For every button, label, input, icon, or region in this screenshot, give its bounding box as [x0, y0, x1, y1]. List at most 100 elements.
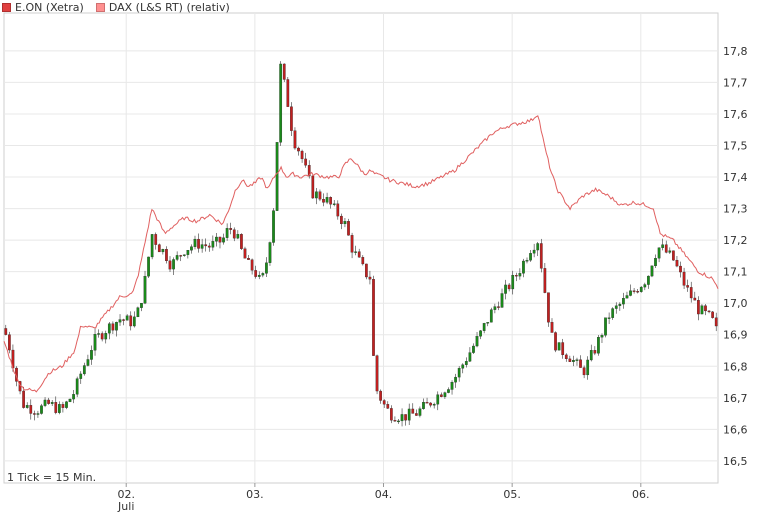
- candle-body: [304, 158, 308, 166]
- candle-body: [286, 79, 290, 107]
- candle-body: [100, 333, 104, 340]
- candle-body: [36, 413, 40, 415]
- candle-body: [507, 284, 511, 290]
- candle-body: [207, 245, 211, 248]
- candle-body: [197, 238, 200, 249]
- candle-body: [257, 274, 261, 277]
- candle-body: [589, 350, 593, 361]
- candle-body: [686, 285, 690, 288]
- candle-body: [343, 221, 347, 225]
- candle-body: [282, 63, 286, 80]
- x-tick-label: 03.: [246, 488, 264, 501]
- legend-swatch-eon: [2, 2, 11, 12]
- candle-body: [229, 228, 233, 230]
- y-tick-label: 17,6: [723, 108, 748, 121]
- candle-body: [639, 286, 643, 292]
- candle-body: [293, 130, 297, 149]
- candle-body: [568, 358, 572, 362]
- x-tick-sublabel: Juli: [117, 500, 134, 513]
- y-tick-label: 17,5: [723, 139, 748, 152]
- candle-body: [240, 234, 243, 249]
- y-tick-label: 17,0: [723, 297, 748, 310]
- y-tick-label: 16,5: [723, 455, 748, 468]
- candle-body: [104, 333, 108, 340]
- candle-body: [543, 268, 547, 293]
- candle-body: [379, 390, 382, 401]
- candle-body: [547, 292, 550, 323]
- candle-body: [22, 390, 25, 408]
- candle-body: [439, 394, 443, 397]
- candle-body: [136, 307, 140, 318]
- y-axis: 16,5 16,6 16,7 16,8 16,9 17,0 17,1 17,2 17,3 17,4…: [723, 45, 748, 468]
- candle-body: [647, 275, 650, 285]
- candle-body: [411, 408, 415, 414]
- candle-body: [115, 322, 118, 331]
- candle-body: [168, 260, 172, 270]
- candle-body: [29, 405, 33, 414]
- candle-body: [618, 303, 622, 306]
- candle-body: [611, 308, 615, 318]
- candle-body: [643, 284, 647, 288]
- candle-body: [672, 250, 675, 261]
- legend-item-dax[interactable]: DAX (L&S RT) (relativ): [95, 1, 230, 14]
- candle-body: [472, 345, 475, 353]
- candle-body: [261, 273, 265, 276]
- candle-body: [679, 265, 682, 273]
- candle-body: [75, 378, 79, 395]
- candle-body: [225, 228, 229, 238]
- candle-body: [40, 405, 43, 414]
- candle-body: [536, 243, 540, 251]
- candle-body: [489, 309, 493, 323]
- candle-body: [350, 235, 354, 253]
- candle-body: [654, 258, 657, 267]
- dax-line: [3, 115, 719, 393]
- candle-body: [418, 408, 422, 416]
- candle-body: [129, 315, 133, 327]
- candle-body: [82, 365, 86, 375]
- candle-body: [361, 257, 365, 265]
- candle-body: [622, 298, 625, 305]
- y-tick-label: 16,7: [723, 392, 748, 405]
- candle-body: [464, 361, 468, 365]
- candle-body: [357, 251, 361, 258]
- candle-body: [93, 334, 97, 351]
- candle-body: [575, 359, 579, 361]
- x-tick-label: 06.: [632, 488, 650, 501]
- candle-body: [707, 310, 711, 313]
- candle-body: [107, 323, 111, 334]
- candle-body: [704, 305, 707, 312]
- candle-body: [661, 244, 665, 248]
- candle-body: [79, 373, 83, 379]
- candle-body: [179, 255, 183, 257]
- candle-body: [532, 249, 536, 254]
- candle-body: [422, 402, 425, 409]
- candle-body: [461, 364, 465, 369]
- candle-body: [368, 276, 372, 280]
- candle-body: [215, 236, 218, 242]
- candle-body: [200, 244, 204, 249]
- candle-body: [518, 273, 522, 277]
- candle-body: [268, 242, 272, 263]
- candle-body: [150, 234, 154, 258]
- candle-body: [347, 221, 350, 236]
- candle-body: [236, 234, 240, 239]
- y-tick-label: 17,2: [723, 234, 748, 247]
- y-tick-label: 16,9: [723, 329, 748, 342]
- candle-body: [400, 414, 404, 422]
- candle-body: [97, 333, 100, 335]
- candle-body: [604, 317, 607, 336]
- x-axis: 02.Juli 03. 04. 05. 06.: [117, 483, 650, 513]
- legend-item-eon[interactable]: E.ON (Xetra): [2, 1, 84, 14]
- candle-body: [143, 276, 147, 304]
- candle-body: [8, 334, 11, 351]
- candle-body: [204, 244, 208, 247]
- candle-body: [132, 316, 136, 327]
- candle-body: [47, 399, 50, 404]
- candle-body: [582, 367, 586, 376]
- candle-body: [525, 260, 529, 262]
- candle-body: [636, 291, 640, 293]
- candle-body: [172, 259, 175, 270]
- candle-body: [375, 355, 379, 392]
- candle-body: [668, 250, 672, 253]
